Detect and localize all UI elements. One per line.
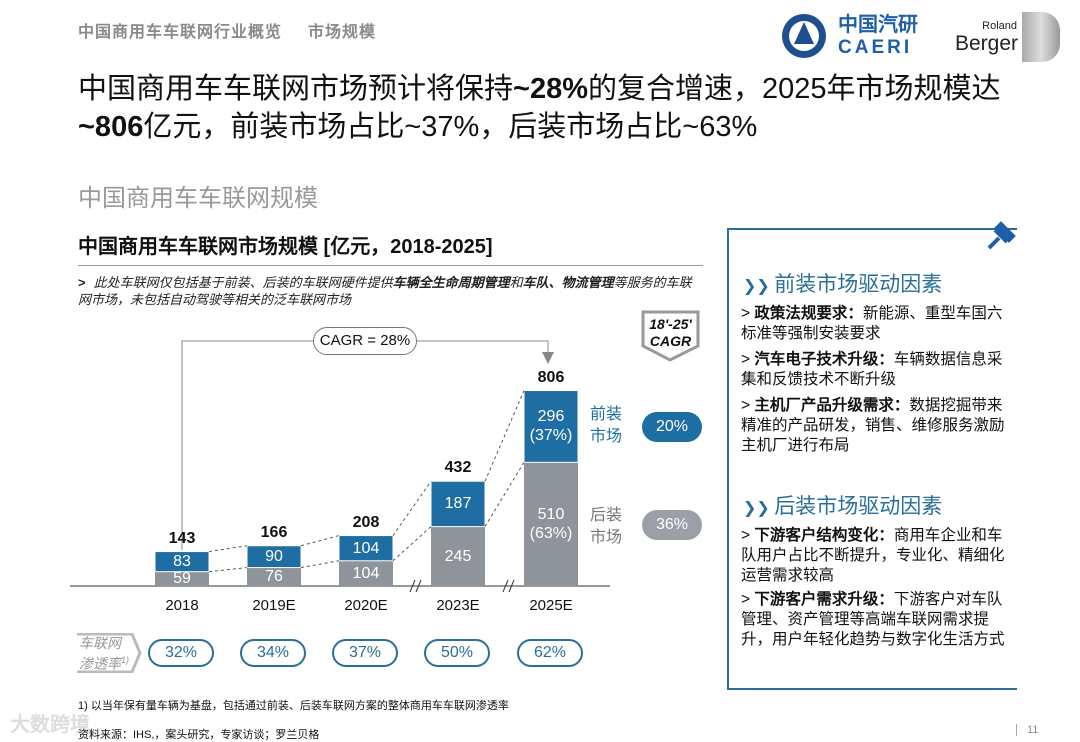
front-value-label: 83 (173, 553, 191, 571)
front-value-label: 90 (265, 548, 283, 566)
penetration-label-shape (77, 633, 142, 673)
front-value-label: 187 (444, 495, 472, 513)
x-tick-label: 2023E (436, 597, 480, 614)
scope-note: > 此处车联网仅包括基于前装、后装的车联网硬件提供车辆全生命周期管理和车队、物流管… (78, 275, 692, 307)
caeri-logo-text: 中国汽研 CAERI (838, 14, 918, 58)
rear-value-label: 76 (265, 568, 283, 586)
rear-driver-item: > 下游客户需求升级：下游客户对车队管理、资产管理等高端车联网需求提升，用户年轻… (741, 591, 1005, 648)
rear-value-label: 510 (63%) (529, 506, 573, 543)
total-label: 208 (352, 513, 380, 531)
penetration-badge: 34% (240, 639, 306, 667)
legend-front: 前装 市场 (590, 406, 623, 445)
connector-line (392, 526, 432, 562)
bar-front-2018 (154, 551, 210, 573)
penetration-badge: 50% (424, 639, 490, 667)
rear-driver-item: > 下游客户结构变化：商用车企业和车队用户占比不断提升，专业化、精细化运营需求较… (741, 527, 1005, 584)
breadcrumb-item: 市场规模 (308, 24, 377, 41)
rb-logo-mark (1022, 12, 1060, 62)
front-driver-item: > 汽车电子技术升级：车辆数据信息采集和反馈技术不断升级 (741, 351, 1003, 388)
rear-cagr-badge: 36% (642, 510, 702, 540)
pin-icon (987, 221, 1016, 250)
double-chevron-icon: ❯❯ (743, 500, 775, 517)
axis-break (508, 579, 515, 593)
rear-drivers-heading: ❯❯ 后装市场驱动因素 (743, 495, 943, 518)
bar-rear-2023E (431, 526, 485, 586)
chart (70, 310, 700, 593)
breadcrumb: 中国商用车车联网行业概览 市场规模 (78, 18, 376, 42)
total-label: 806 (537, 368, 565, 386)
drivers-panel: ❯❯ 前装市场驱动因素 > 政策法规要求：新能源、重型车国六标准等强制安装要求 … (727, 221, 1017, 690)
watermark: 大数跨境 (10, 714, 90, 736)
bar-rear-2019E (247, 567, 301, 586)
axis-break (409, 579, 416, 593)
penetration-badge: 37% (332, 639, 398, 667)
cagr-header: 18'-25' CAGR (649, 316, 692, 349)
bar-front-2023E (430, 480, 486, 528)
bar-rear-2025E (524, 462, 578, 586)
axis-break (502, 579, 509, 593)
connector-line (208, 567, 248, 573)
page-number: 11 (1016, 724, 1038, 736)
total-label: 166 (260, 523, 288, 541)
front-drivers-heading: ❯❯ 前装市场驱动因素 (743, 273, 943, 296)
rb-logo-text: Roland Berger (955, 20, 1019, 55)
x-tick-label: 2018 (165, 597, 199, 614)
rear-value-label: 245 (444, 547, 472, 565)
divider (78, 265, 703, 266)
total-label: 143 (168, 529, 196, 547)
cagr-header-shape (641, 310, 700, 362)
breadcrumb-item: 中国商用车车联网行业概览 (78, 24, 283, 41)
axis-break (415, 579, 422, 593)
rear-value-label: 104 (352, 564, 380, 582)
penetration-label: 车联网 渗透率1) (79, 635, 130, 672)
section-subtitle: 中国商用车车联网规模 (78, 185, 318, 212)
penetration-badge: 62% (517, 639, 583, 667)
source: 资料来源：IHS,，案头研究，专家访谈；罗兰贝格 (78, 729, 320, 741)
connector-line (300, 560, 340, 569)
double-chevron-icon: ❯❯ (743, 278, 775, 295)
x-tick-label: 2020E (344, 597, 388, 614)
footnote: 1) 以当年保有量车辆为基盘，包括通过前装、后装车联网方案的整体商用车车联网渗透… (78, 700, 509, 712)
connector-line (484, 390, 525, 482)
connector-line (300, 535, 340, 547)
front-value-label: 104 (352, 539, 380, 557)
penetration-badge: 32% (148, 639, 214, 667)
cagr-arrow-icon (542, 352, 554, 364)
connector-line (484, 462, 525, 527)
chart-title: 中国商用车车联网市场规模 [亿元，2018-2025] (78, 236, 493, 258)
rear-value-label: 59 (173, 570, 191, 588)
front-driver-item: > 主机厂产品升级需求：数据挖掘带来精准的产品研发，销售、维修服务激励主机厂进行… (741, 397, 1005, 454)
bar-rear-2018 (155, 571, 209, 586)
front-driver-item: > 政策法规要求：新能源、重型车国六标准等强制安装要求 (741, 305, 1003, 342)
bar-front-2020E (338, 535, 394, 562)
bar-rear-2020E (339, 560, 393, 586)
connector-line (392, 480, 432, 536)
connector-line (208, 545, 248, 553)
total-label: 432 (444, 459, 472, 477)
cagr-pill: CAGR = 28% (313, 327, 417, 355)
x-tick-label: 2025E (529, 597, 573, 614)
bar-front-2019E (246, 545, 302, 569)
bar-front-2025E (523, 390, 579, 463)
caeri-logo (780, 12, 828, 65)
front-value-label: 296 (37%) (529, 408, 573, 445)
x-tick-label: 2019E (252, 597, 296, 614)
front-cagr-badge: 20% (642, 412, 702, 442)
page-title: 中国商用车车联网市场预计将保持~28%的复合增速，2025年市场规模达~806亿… (78, 73, 1001, 143)
legend-rear: 后装 市场 (590, 507, 623, 546)
